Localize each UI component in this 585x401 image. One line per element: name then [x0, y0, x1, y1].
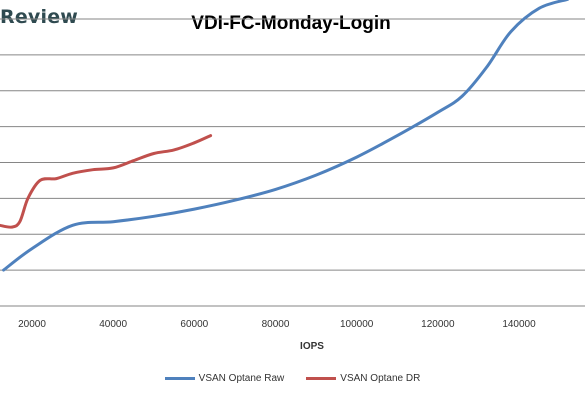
- x-tick-label: 120000: [421, 319, 455, 330]
- x-tick-label: 140000: [502, 319, 536, 330]
- brand-logo-text: Review: [0, 6, 79, 28]
- x-axis-ticks: 200004000060000800001000001200001400001: [18, 319, 536, 330]
- legend-label-series-2: VSAN Optane DR: [340, 373, 421, 384]
- series-lines: [0, 0, 570, 272]
- x-axis-title: IOPS: [300, 341, 324, 352]
- x-tick-label: 60000: [180, 319, 208, 330]
- gridlines: [0, 18, 585, 307]
- legend-item-series-2: VSAN Optane DR: [306, 373, 420, 384]
- series-line-1: [2, 0, 570, 272]
- legend-item-series-1: VSAN Optane Raw: [164, 373, 285, 384]
- legend-swatch-series-2: [306, 377, 337, 380]
- series-line-2: [0, 134, 213, 229]
- x-tick-label: 80000: [262, 319, 290, 330]
- legend-swatch-series-1: [164, 377, 195, 380]
- chart-title: VDI-FC-Monday-Login: [191, 13, 391, 34]
- x-tick-label: 40000: [99, 319, 127, 330]
- x-tick-label: 20000: [18, 319, 46, 330]
- x-tick-label: 100000: [340, 319, 374, 330]
- chart-legend: VSAN Optane Raw VSAN Optane DR: [0, 373, 585, 384]
- legend-label-series-1: VSAN Optane Raw: [198, 373, 285, 384]
